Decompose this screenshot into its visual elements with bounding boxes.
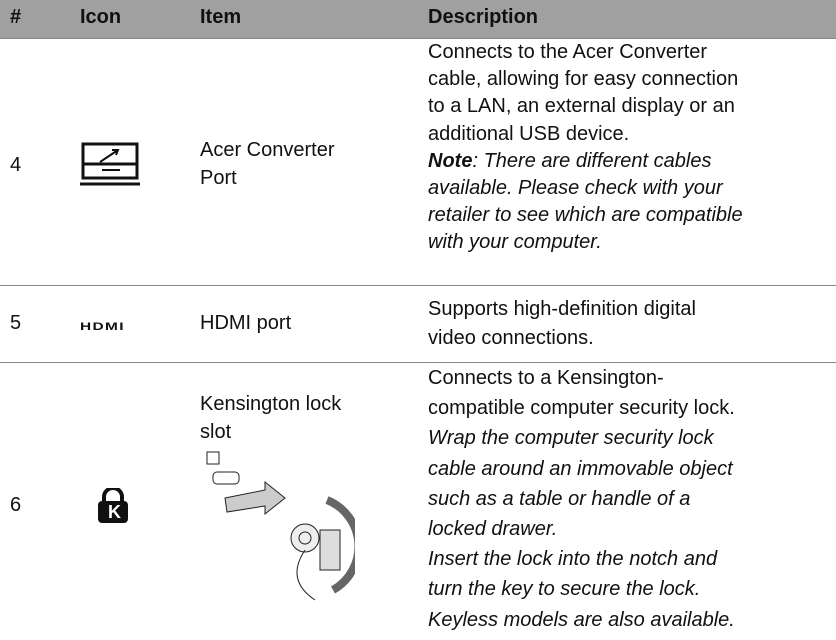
note-line: Keyless models are also available.: [428, 608, 735, 631]
note-text: : There are different cables: [472, 149, 712, 172]
item-name: Acer Converter: [200, 139, 335, 161]
row-number: 5: [10, 312, 22, 334]
description-line: video connections.: [428, 327, 594, 349]
item-name: slot: [200, 421, 232, 443]
header-cell: Icon: [80, 6, 122, 28]
note-line: Insert the lock into the notch and: [428, 548, 718, 571]
description-line: to a LAN, an external display or an: [428, 95, 735, 118]
lock-icon: [98, 488, 128, 523]
note-label: Note: [428, 149, 473, 172]
item-name: Kensington lock: [200, 393, 342, 415]
row-number: 4: [10, 154, 22, 176]
note-line: Note: There are different cables: [428, 149, 711, 173]
description-line: additional USB device.: [428, 122, 630, 145]
row-rule: [0, 38, 836, 39]
item-name: Port: [200, 167, 237, 189]
row-number: 6: [10, 494, 22, 516]
header-cell: Description: [428, 6, 539, 28]
converter-icon: [80, 142, 140, 186]
description-line: Supports high-definition digital: [428, 298, 696, 320]
note-line: turn the key to secure the lock.: [428, 578, 701, 601]
row-rule: [0, 362, 836, 363]
row-rule: [0, 285, 836, 286]
note-line: retailer to see which are compatible: [428, 204, 743, 227]
description-line: Connects to a Kensington-: [428, 367, 664, 389]
description-line: compatible computer security lock.: [428, 397, 735, 420]
description-line: cable, allowing for easy connection: [428, 68, 739, 91]
header-cell: #: [10, 6, 22, 28]
note-line: with your computer.: [428, 231, 602, 254]
note-line: such as a table or handle of a: [428, 487, 691, 510]
header-cell: Item: [200, 6, 242, 28]
note-line: available. Please check with your: [428, 177, 723, 199]
note-line: locked drawer.: [428, 518, 558, 540]
header-bar: [0, 0, 836, 38]
note-line: Wrap the computer security lock: [428, 427, 714, 450]
lock-illustration: [206, 451, 355, 601]
note-line: cable around an immovable object: [428, 457, 733, 480]
description-line: Connects to the Acer Converter: [428, 41, 708, 63]
item-name: HDMI port: [200, 312, 292, 334]
icon-label: HDMI: [80, 321, 125, 333]
icon-label: K: [108, 502, 121, 522]
